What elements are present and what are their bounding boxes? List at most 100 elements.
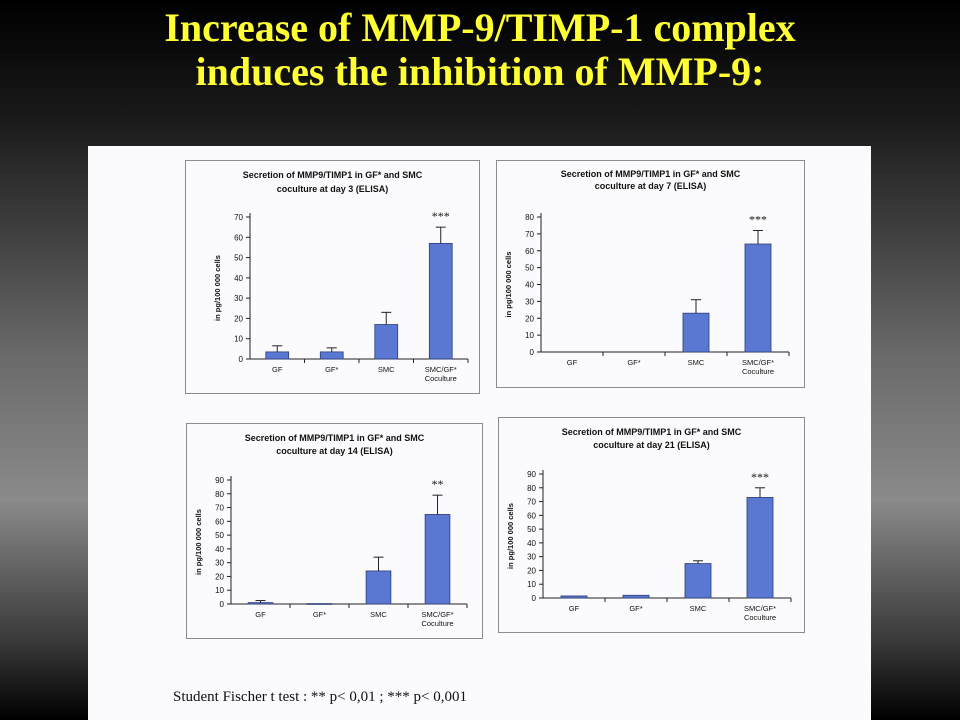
y-tick-label: 60 xyxy=(527,511,536,520)
y-tick-label: 60 xyxy=(525,247,534,256)
y-tick-label: 20 xyxy=(234,314,243,323)
x-tick-label: SMC/GF* xyxy=(744,604,776,613)
y-axis-label: in pg/100 000 cells xyxy=(194,509,203,575)
y-tick-label: 30 xyxy=(527,553,536,562)
significance-marker: *** xyxy=(432,209,450,223)
bar-smc-gf- xyxy=(428,242,453,360)
y-tick-label: 10 xyxy=(215,586,224,595)
chart-title-line-1: Secretion of MMP9/TIMP1 in GF* and SMC xyxy=(243,170,423,180)
bar-smc xyxy=(682,312,710,353)
chart-title-line-2: coculture at day 14 (ELISA) xyxy=(276,446,393,456)
y-tick-label: 0 xyxy=(220,600,225,609)
statistics-footnote: Student Fischer t test : ** p< 0,01 ; **… xyxy=(173,689,467,705)
chart-panel-day-14: Secretion of MMP9/TIMP1 in GF* and SMC co… xyxy=(186,423,483,639)
x-tick-label: SMC xyxy=(688,358,705,367)
y-tick-label: 40 xyxy=(525,281,534,290)
x-tick-label: GF xyxy=(255,610,266,619)
y-tick-label: 10 xyxy=(525,331,534,340)
x-tick-label: GF* xyxy=(325,365,338,374)
y-tick-label: 50 xyxy=(234,254,243,263)
x-tick-label: GF* xyxy=(313,610,326,619)
x-tick-label: SMC xyxy=(378,365,395,374)
chart-day-7: Secretion of MMP9/TIMP1 in GF* and SMC co… xyxy=(504,169,790,376)
bar-smc xyxy=(365,570,392,605)
y-tick-label: 30 xyxy=(215,559,224,568)
chart-title-line-2: coculture at day 7 (ELISA) xyxy=(595,181,707,191)
chart-day-21: Secretion of MMP9/TIMP1 in GF* and SMC co… xyxy=(506,427,792,622)
chart-day-14: Secretion of MMP9/TIMP1 in GF* and SMC co… xyxy=(194,433,468,628)
significance-marker: *** xyxy=(751,470,769,484)
x-tick-label: SMC/GF* xyxy=(742,358,774,367)
y-tick-label: 50 xyxy=(527,525,536,534)
y-tick-label: 30 xyxy=(234,294,243,303)
y-tick-label: 20 xyxy=(215,572,224,581)
bar-gf xyxy=(265,351,290,360)
x-tick-label: SMC/GF* xyxy=(421,610,453,619)
y-axis-label: in pg/100 000 cells xyxy=(506,503,515,569)
y-tick-label: 0 xyxy=(532,594,537,603)
y-axis-label: in pg/100 000 cells xyxy=(504,252,513,318)
y-tick-label: 70 xyxy=(525,230,534,239)
chart-title-line-1: Secretion of MMP9/TIMP1 in GF* and SMC xyxy=(562,427,742,437)
y-tick-label: 10 xyxy=(527,580,536,589)
y-tick-label: 70 xyxy=(215,504,224,513)
scanned-figure-page: Secretion of MMP9/TIMP1 in GF* and SMC co… xyxy=(88,146,871,720)
chart-panel-day-21: Secretion of MMP9/TIMP1 in GF* and SMC co… xyxy=(498,417,805,633)
x-tick-sublabel: Coculture xyxy=(425,374,457,383)
y-tick-label: 0 xyxy=(530,348,535,357)
x-tick-label: GF* xyxy=(629,604,642,613)
y-tick-label: 30 xyxy=(525,297,534,306)
y-tick-label: 90 xyxy=(215,476,224,485)
y-tick-label: 90 xyxy=(527,470,536,479)
slide-title-line-1: Increase of MMP-9/TIMP-1 complex xyxy=(164,5,796,50)
y-tick-label: 60 xyxy=(234,233,243,242)
y-tick-label: 20 xyxy=(525,314,534,323)
y-tick-label: 80 xyxy=(215,490,224,499)
y-tick-label: 50 xyxy=(525,264,534,273)
bar-smc-gf- xyxy=(424,514,451,605)
x-tick-label: SMC/GF* xyxy=(425,365,457,374)
chart-title-line-2: coculture at day 3 (ELISA) xyxy=(277,184,389,194)
chart-title-line-1: Secretion of MMP9/TIMP1 in GF* and SMC xyxy=(561,169,741,179)
y-tick-label: 10 xyxy=(234,335,243,344)
y-tick-label: 40 xyxy=(234,274,243,283)
y-tick-label: 40 xyxy=(527,539,536,548)
x-tick-label: GF* xyxy=(627,358,640,367)
y-tick-label: 40 xyxy=(215,545,224,554)
bar-gf- xyxy=(319,351,344,360)
bar-gf xyxy=(247,602,274,605)
y-tick-label: 20 xyxy=(527,566,536,575)
slide-title: Increase of MMP-9/TIMP-1 complex induces… xyxy=(0,6,960,94)
y-tick-label: 80 xyxy=(527,484,536,493)
chart-title-line-1: Secretion of MMP9/TIMP1 in GF* and SMC xyxy=(245,433,425,443)
y-tick-label: 50 xyxy=(215,531,224,540)
x-tick-label: GF xyxy=(272,365,283,374)
x-tick-sublabel: Coculture xyxy=(421,619,453,628)
significance-marker: ** xyxy=(432,477,444,491)
bar-smc xyxy=(374,324,399,360)
x-tick-label: GF xyxy=(567,358,578,367)
y-tick-label: 60 xyxy=(215,517,224,526)
x-tick-label: SMC xyxy=(370,610,387,619)
chart-panel-day-3: Secretion of MMP9/TIMP1 in GF* and SMC co… xyxy=(185,160,480,394)
x-tick-label: SMC xyxy=(690,604,707,613)
slide-title-line-2: induces the inhibition of MMP-9: xyxy=(195,49,765,94)
y-tick-label: 0 xyxy=(239,355,244,364)
bar-gf- xyxy=(306,603,333,605)
x-tick-sublabel: Coculture xyxy=(742,367,774,376)
significance-marker: *** xyxy=(749,213,767,227)
bar-gf xyxy=(560,595,588,599)
bar-smc xyxy=(684,563,712,599)
y-axis-label: in pg/100 000 cells xyxy=(213,255,222,321)
x-tick-label: GF xyxy=(569,604,580,613)
bar-smc-gf- xyxy=(744,243,772,353)
x-tick-sublabel: Coculture xyxy=(744,613,776,622)
bar-gf- xyxy=(622,594,650,599)
chart-panel-day-7: Secretion of MMP9/TIMP1 in GF* and SMC co… xyxy=(496,160,805,388)
bar-smc-gf- xyxy=(746,497,774,599)
y-tick-label: 80 xyxy=(525,213,534,222)
y-tick-label: 70 xyxy=(527,498,536,507)
y-tick-label: 70 xyxy=(234,213,243,222)
chart-day-3: Secretion of MMP9/TIMP1 in GF* and SMC co… xyxy=(213,170,469,383)
chart-title-line-2: coculture at day 21 (ELISA) xyxy=(593,440,710,450)
